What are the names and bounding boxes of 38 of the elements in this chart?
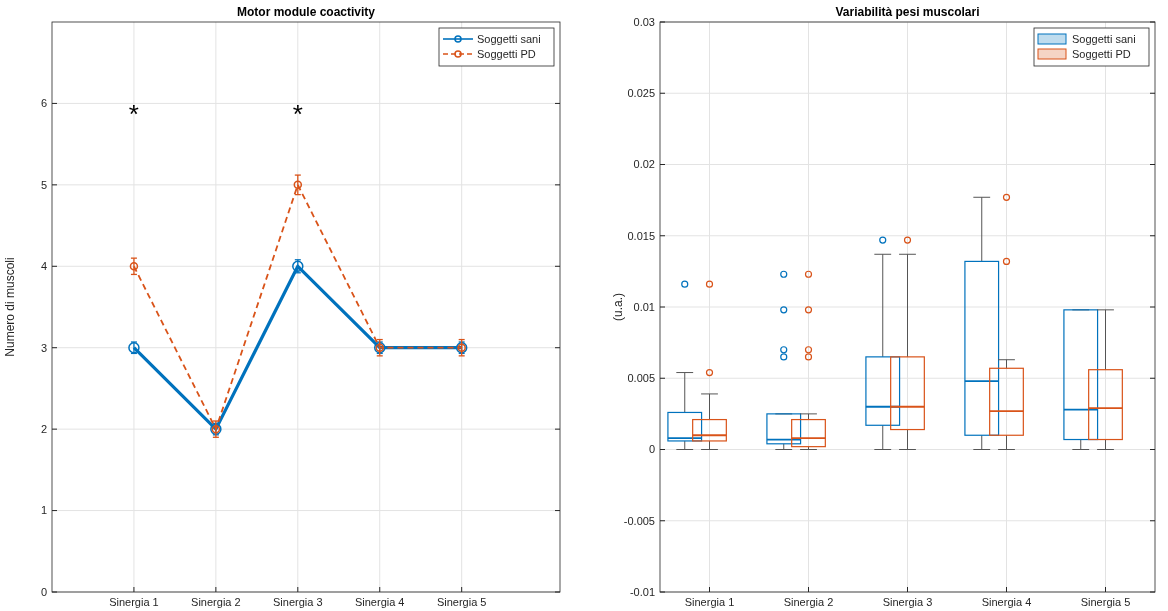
y-tick-label: -0.005 <box>623 514 655 527</box>
x-tick-label: Sinergia 1 <box>684 596 735 608</box>
legend-label: Soggetti PD <box>1072 47 1131 60</box>
y-tick-label: 4 <box>40 260 47 273</box>
y-tick-label: 2 <box>40 422 47 435</box>
y-axis-title: (u.a.) <box>611 292 625 322</box>
x-tick-label: Sinergia 2 <box>783 596 834 608</box>
x-tick-label: Sinergia 3 <box>273 596 323 608</box>
legend-label: Soggetti sani <box>1072 32 1136 45</box>
y-tick-label: 0.025 <box>627 87 655 100</box>
y-tick-label: 0.02 <box>633 158 655 171</box>
legend-label: Soggetti PD <box>477 47 536 60</box>
y-axis-title: Numero di muscoli <box>3 257 17 357</box>
annotation: * <box>128 98 139 129</box>
x-tick-label: Sinergia 5 <box>1080 596 1131 608</box>
x-tick-label: Sinergia 3 <box>882 596 933 608</box>
y-tick-label: 1 <box>40 504 47 517</box>
x-tick-label: Sinergia 2 <box>191 596 241 608</box>
chart-title: Variabilità pesi muscolari <box>835 5 980 19</box>
y-tick-label: 5 <box>40 178 47 191</box>
legend-label: Soggetti sani <box>477 32 541 45</box>
y-tick-label: 3 <box>40 341 47 354</box>
x-tick-label: Sinergia 1 <box>109 596 159 608</box>
x-tick-label: Sinergia 4 <box>981 596 1032 608</box>
y-tick-label: -0.01 <box>629 585 655 598</box>
y-tick-label: 0 <box>40 585 47 598</box>
point <box>129 262 139 271</box>
y-tick-label: 0.005 <box>627 372 655 385</box>
x-tick-label: Sinergia 4 <box>354 596 405 608</box>
chart-title: Motor module coactivity <box>236 5 376 19</box>
y-tick-label: 0.03 <box>633 15 655 28</box>
y-tick-label: 6 <box>40 97 47 110</box>
y-tick-label: 0 <box>648 443 655 456</box>
point <box>293 180 303 190</box>
annotation: * <box>292 98 303 129</box>
y-tick-label: 0.015 <box>627 229 655 242</box>
x-tick-label: Sinergia 5 <box>436 596 487 608</box>
y-tick-label: 0.01 <box>633 300 655 313</box>
